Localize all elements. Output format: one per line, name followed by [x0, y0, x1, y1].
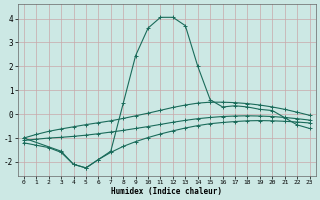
X-axis label: Humidex (Indice chaleur): Humidex (Indice chaleur): [111, 187, 222, 196]
